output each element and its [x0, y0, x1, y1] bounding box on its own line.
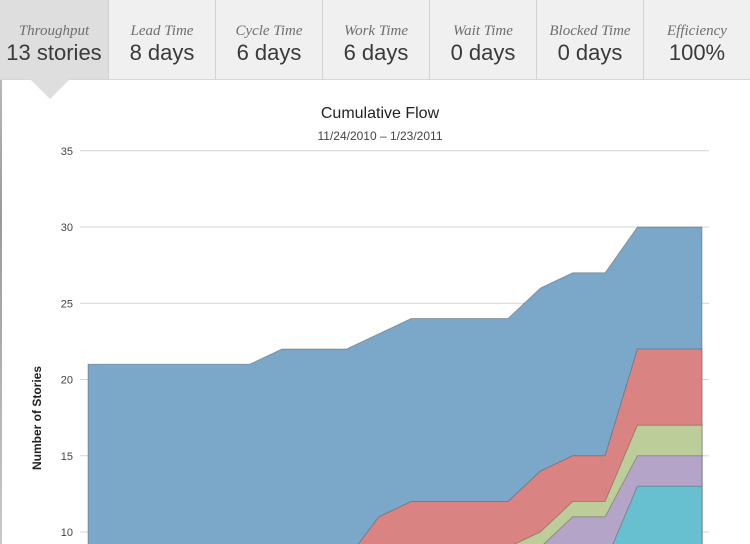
metric-blocked-time[interactable]: Blocked Time 0 days: [535, 0, 643, 79]
metric-value: 8 days: [129, 40, 195, 65]
metrics-bar: Throughput 13 stories Lead Time 8 days C…: [0, 0, 750, 80]
metric-label: Throughput: [18, 23, 90, 39]
metric-value: 100%: [668, 40, 726, 65]
window-edge: [0, 0, 2, 544]
metric-label: Blocked Time: [549, 23, 631, 39]
metric-cycle-time[interactable]: Cycle Time 6 days: [214, 0, 322, 79]
metric-value: 6 days: [236, 40, 302, 65]
y-tick-label: 25: [61, 298, 73, 310]
metric-throughput[interactable]: Throughput 13 stories: [0, 0, 108, 79]
metric-work-time[interactable]: Work Time 6 days: [321, 0, 429, 79]
metric-lead-time[interactable]: Lead Time 8 days: [107, 0, 215, 79]
metric-label: Wait Time: [453, 23, 513, 39]
metric-label: Lead Time: [130, 23, 194, 39]
metric-wait-time[interactable]: Wait Time 0 days: [428, 0, 536, 79]
metric-value: 13 stories: [6, 40, 102, 65]
chart-subtitle: 11/24/2010 – 1/23/2011: [317, 129, 443, 143]
active-tab-pointer: [30, 79, 70, 99]
y-tick-label: 35: [61, 146, 73, 158]
metric-label: Efficiency: [667, 23, 727, 39]
metric-label: Work Time: [343, 23, 408, 39]
metric-label: Cycle Time: [235, 23, 303, 39]
chart-title: Cumulative Flow: [320, 105, 440, 122]
y-tick-label: 30: [61, 222, 73, 234]
series-area-4[interactable]: [88, 485, 703, 544]
y-axis-label: Number of Stories: [30, 366, 44, 470]
series-area-0[interactable]: [87, 226, 703, 544]
metric-value: 6 days: [343, 40, 409, 65]
metric-value: 0 days: [557, 40, 623, 65]
y-tick-label: 10: [61, 527, 73, 539]
y-tick-label: 20: [61, 375, 73, 387]
metric-value: 0 days: [450, 40, 516, 65]
metric-efficiency[interactable]: Efficiency 100%: [642, 0, 750, 79]
y-tick-label: 15: [61, 451, 73, 463]
